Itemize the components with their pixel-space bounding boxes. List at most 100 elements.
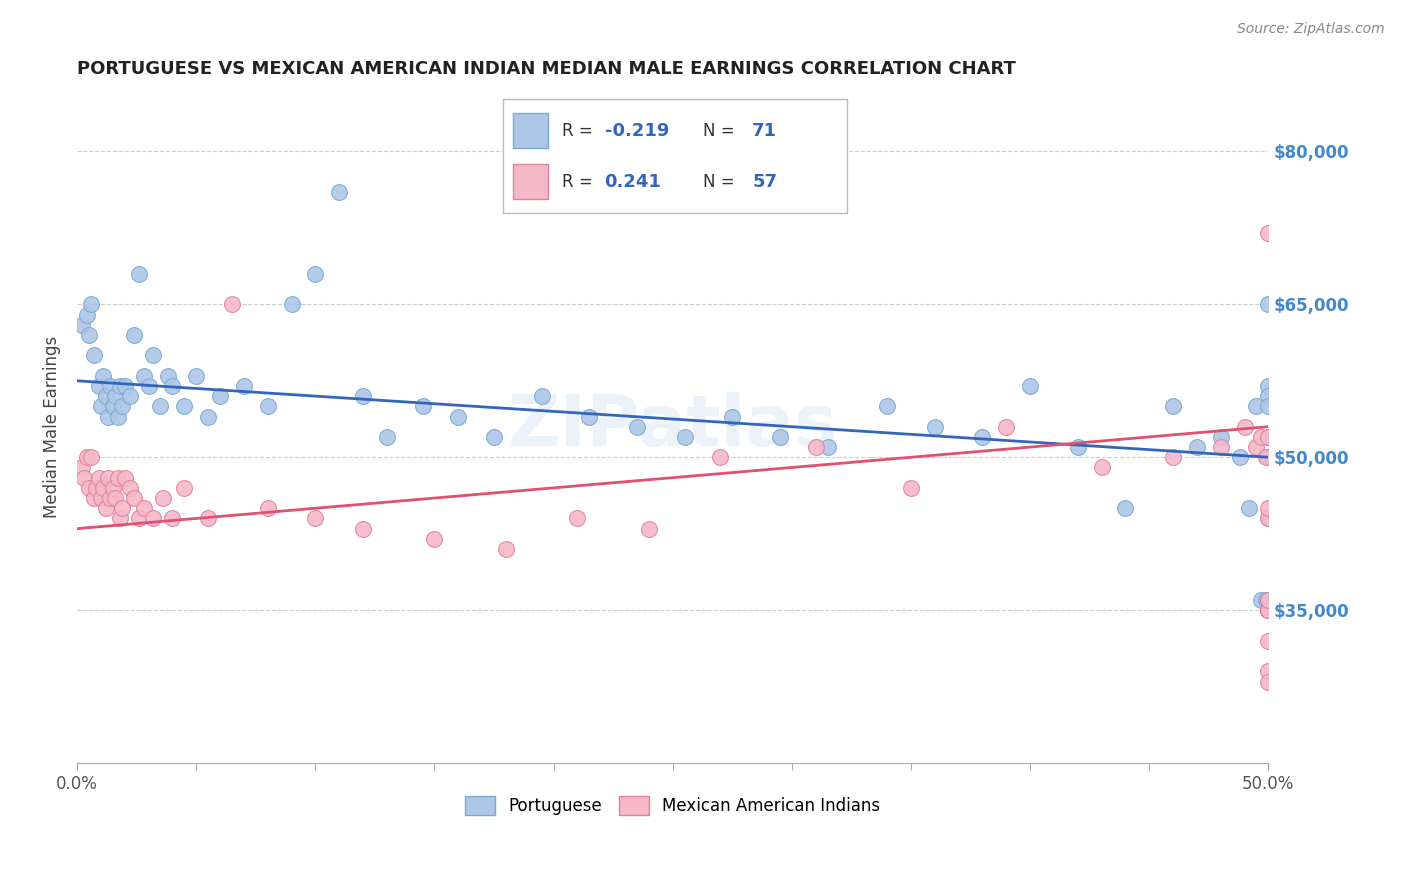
Point (1257, 430, 1279, 444)
Point (162, 511, 184, 525)
Point (1246, 440, 1268, 454)
Point (132, 368, 155, 383)
Point (111, 400, 134, 414)
Point (70, 318, 93, 332)
Point (114, 471, 136, 485)
Point (1257, 226, 1279, 240)
Point (1257, 379, 1279, 393)
FancyBboxPatch shape (513, 164, 548, 199)
Point (70, 460, 93, 475)
Point (73, 471, 96, 485)
Point (817, 440, 839, 454)
Point (107, 409, 129, 424)
Point (495, 542, 517, 557)
Point (280, 297, 302, 311)
Point (80, 450, 103, 465)
Point (77, 481, 100, 495)
Point (1239, 501, 1261, 516)
Text: R =: R = (562, 173, 593, 191)
Point (104, 491, 127, 505)
Legend: Portuguese, Mexican American Indians: Portuguese, Mexican American Indians (458, 789, 887, 822)
Point (128, 267, 150, 281)
Point (876, 400, 898, 414)
Point (76, 450, 98, 465)
Point (578, 409, 600, 424)
Point (1019, 379, 1042, 393)
Point (1257, 389, 1279, 403)
Point (100, 491, 122, 505)
Point (1257, 603, 1279, 617)
Point (412, 400, 434, 414)
Point (87, 379, 110, 393)
Point (149, 400, 172, 414)
Text: PORTUGUESE VS MEXICAN AMERICAN INDIAN MEDIAN MALE EARNINGS CORRELATION CHART: PORTUGUESE VS MEXICAN AMERICAN INDIAN ME… (77, 60, 1017, 78)
Point (304, 267, 326, 281)
Point (1257, 400, 1279, 414)
Point (256, 400, 278, 414)
Point (108, 511, 131, 525)
Point (1114, 501, 1136, 516)
Point (142, 348, 165, 362)
Point (924, 419, 946, 434)
Point (1209, 440, 1232, 454)
Point (118, 389, 141, 403)
Point (375, 430, 398, 444)
Point (107, 471, 129, 485)
Point (1257, 603, 1279, 617)
Point (97, 409, 120, 424)
Point (111, 501, 134, 516)
Point (1254, 450, 1277, 465)
Point (173, 400, 195, 414)
Point (94, 501, 117, 516)
Point (1257, 501, 1279, 516)
Point (232, 379, 254, 393)
Point (626, 419, 648, 434)
Point (1257, 450, 1279, 465)
Text: 71: 71 (752, 121, 778, 139)
Point (1161, 400, 1184, 414)
Point (1257, 511, 1279, 525)
Point (173, 481, 195, 495)
Point (900, 481, 922, 495)
Point (1233, 419, 1256, 434)
Text: R =: R = (562, 121, 593, 139)
Point (94, 389, 117, 403)
Point (638, 522, 661, 536)
Point (1257, 593, 1279, 607)
Point (1254, 593, 1277, 607)
Y-axis label: Median Male Earnings: Median Male Earnings (44, 335, 60, 518)
Point (304, 511, 326, 525)
Point (1161, 450, 1184, 465)
Point (104, 389, 127, 403)
Point (1257, 603, 1279, 617)
Point (80, 297, 103, 311)
Point (482, 430, 505, 444)
Point (90, 491, 112, 505)
Point (1250, 430, 1272, 444)
Point (1250, 593, 1272, 607)
Point (87, 471, 110, 485)
Point (197, 511, 219, 525)
Point (114, 379, 136, 393)
Point (1257, 665, 1279, 679)
Point (1090, 460, 1112, 475)
Point (100, 379, 122, 393)
Point (186, 368, 208, 383)
Point (122, 327, 145, 342)
Point (83, 348, 105, 362)
Point (447, 409, 470, 424)
FancyBboxPatch shape (513, 113, 548, 148)
Point (721, 409, 744, 424)
Text: 0.241: 0.241 (605, 173, 661, 191)
Point (162, 379, 184, 393)
Point (128, 511, 150, 525)
Point (97, 471, 120, 485)
Point (91, 368, 114, 383)
Point (1257, 511, 1279, 525)
Point (197, 409, 219, 424)
Point (84, 481, 107, 495)
Point (567, 511, 589, 525)
Point (804, 440, 827, 454)
Point (221, 297, 243, 311)
Point (209, 389, 232, 403)
